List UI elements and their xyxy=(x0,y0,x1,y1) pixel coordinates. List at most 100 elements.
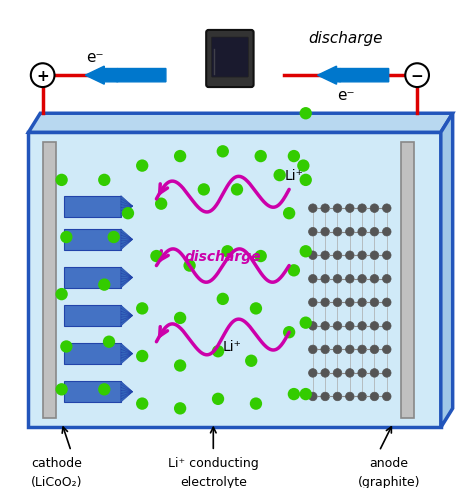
Text: (graphite): (graphite) xyxy=(357,475,420,488)
FancyArrow shape xyxy=(85,67,166,85)
Circle shape xyxy=(383,322,391,330)
Polygon shape xyxy=(121,354,133,358)
Circle shape xyxy=(255,250,267,263)
Polygon shape xyxy=(121,206,133,217)
Circle shape xyxy=(136,350,148,363)
Circle shape xyxy=(321,322,329,330)
Polygon shape xyxy=(121,382,133,392)
Circle shape xyxy=(321,204,329,213)
Circle shape xyxy=(309,228,317,237)
Circle shape xyxy=(346,204,354,213)
Circle shape xyxy=(136,303,148,315)
Circle shape xyxy=(300,388,312,401)
Circle shape xyxy=(333,228,342,237)
Circle shape xyxy=(309,392,317,401)
Circle shape xyxy=(174,151,186,163)
Circle shape xyxy=(273,170,286,182)
Text: e⁻: e⁻ xyxy=(337,87,355,102)
Polygon shape xyxy=(401,142,414,418)
Circle shape xyxy=(309,299,317,307)
Circle shape xyxy=(383,251,391,260)
Polygon shape xyxy=(121,344,133,354)
Circle shape xyxy=(221,245,234,258)
FancyBboxPatch shape xyxy=(206,31,254,88)
Circle shape xyxy=(136,398,148,410)
Polygon shape xyxy=(28,114,453,133)
Circle shape xyxy=(358,275,366,284)
Circle shape xyxy=(309,204,317,213)
Polygon shape xyxy=(121,354,133,365)
Circle shape xyxy=(297,160,310,172)
Polygon shape xyxy=(121,352,133,355)
Circle shape xyxy=(370,392,379,401)
Circle shape xyxy=(346,322,354,330)
Text: discharge: discharge xyxy=(309,31,383,45)
Text: cathode: cathode xyxy=(31,456,82,469)
Polygon shape xyxy=(121,202,133,206)
Polygon shape xyxy=(121,199,133,206)
Circle shape xyxy=(383,204,391,213)
Circle shape xyxy=(288,388,300,401)
Circle shape xyxy=(321,346,329,354)
Text: Li⁺: Li⁺ xyxy=(284,169,303,183)
Circle shape xyxy=(358,299,366,307)
Circle shape xyxy=(358,346,366,354)
Circle shape xyxy=(321,299,329,307)
Circle shape xyxy=(383,346,391,354)
Polygon shape xyxy=(121,239,133,242)
Circle shape xyxy=(346,275,354,284)
Circle shape xyxy=(98,174,110,187)
Circle shape xyxy=(98,279,110,291)
Circle shape xyxy=(346,392,354,401)
Polygon shape xyxy=(121,206,133,214)
Circle shape xyxy=(321,251,329,260)
Circle shape xyxy=(346,369,354,377)
Polygon shape xyxy=(121,387,133,392)
Circle shape xyxy=(370,299,379,307)
Circle shape xyxy=(103,336,115,348)
Circle shape xyxy=(31,64,55,88)
Polygon shape xyxy=(64,382,121,402)
Polygon shape xyxy=(121,276,133,280)
Circle shape xyxy=(370,228,379,237)
Circle shape xyxy=(60,231,73,244)
Circle shape xyxy=(309,346,317,354)
Polygon shape xyxy=(121,385,133,392)
Circle shape xyxy=(383,299,391,307)
Circle shape xyxy=(155,198,167,210)
Text: Li⁺: Li⁺ xyxy=(223,340,242,354)
Polygon shape xyxy=(64,267,121,288)
Circle shape xyxy=(346,251,354,260)
Circle shape xyxy=(333,392,342,401)
Circle shape xyxy=(346,346,354,354)
Circle shape xyxy=(122,207,134,220)
Polygon shape xyxy=(121,316,133,324)
Circle shape xyxy=(136,160,148,172)
Circle shape xyxy=(333,299,342,307)
Circle shape xyxy=(321,392,329,401)
Text: e⁻: e⁻ xyxy=(86,49,103,64)
Circle shape xyxy=(255,151,267,163)
Text: −: − xyxy=(411,68,423,83)
Polygon shape xyxy=(121,235,133,240)
Circle shape xyxy=(98,384,110,396)
Circle shape xyxy=(217,293,229,305)
Circle shape xyxy=(245,355,257,367)
Polygon shape xyxy=(121,349,133,354)
Text: discharge: discharge xyxy=(184,249,261,264)
Polygon shape xyxy=(64,344,121,365)
Circle shape xyxy=(300,108,312,120)
Polygon shape xyxy=(441,114,453,427)
Polygon shape xyxy=(121,278,133,283)
Polygon shape xyxy=(121,240,133,244)
Circle shape xyxy=(358,392,366,401)
Circle shape xyxy=(212,393,224,405)
Text: electrolyte: electrolyte xyxy=(180,475,247,488)
Circle shape xyxy=(370,369,379,377)
Circle shape xyxy=(346,299,354,307)
Circle shape xyxy=(405,64,429,88)
Circle shape xyxy=(283,326,295,339)
Text: Li⁺ conducting: Li⁺ conducting xyxy=(168,456,259,469)
Text: (LiCoO₂): (LiCoO₂) xyxy=(31,475,82,488)
Circle shape xyxy=(383,392,391,401)
